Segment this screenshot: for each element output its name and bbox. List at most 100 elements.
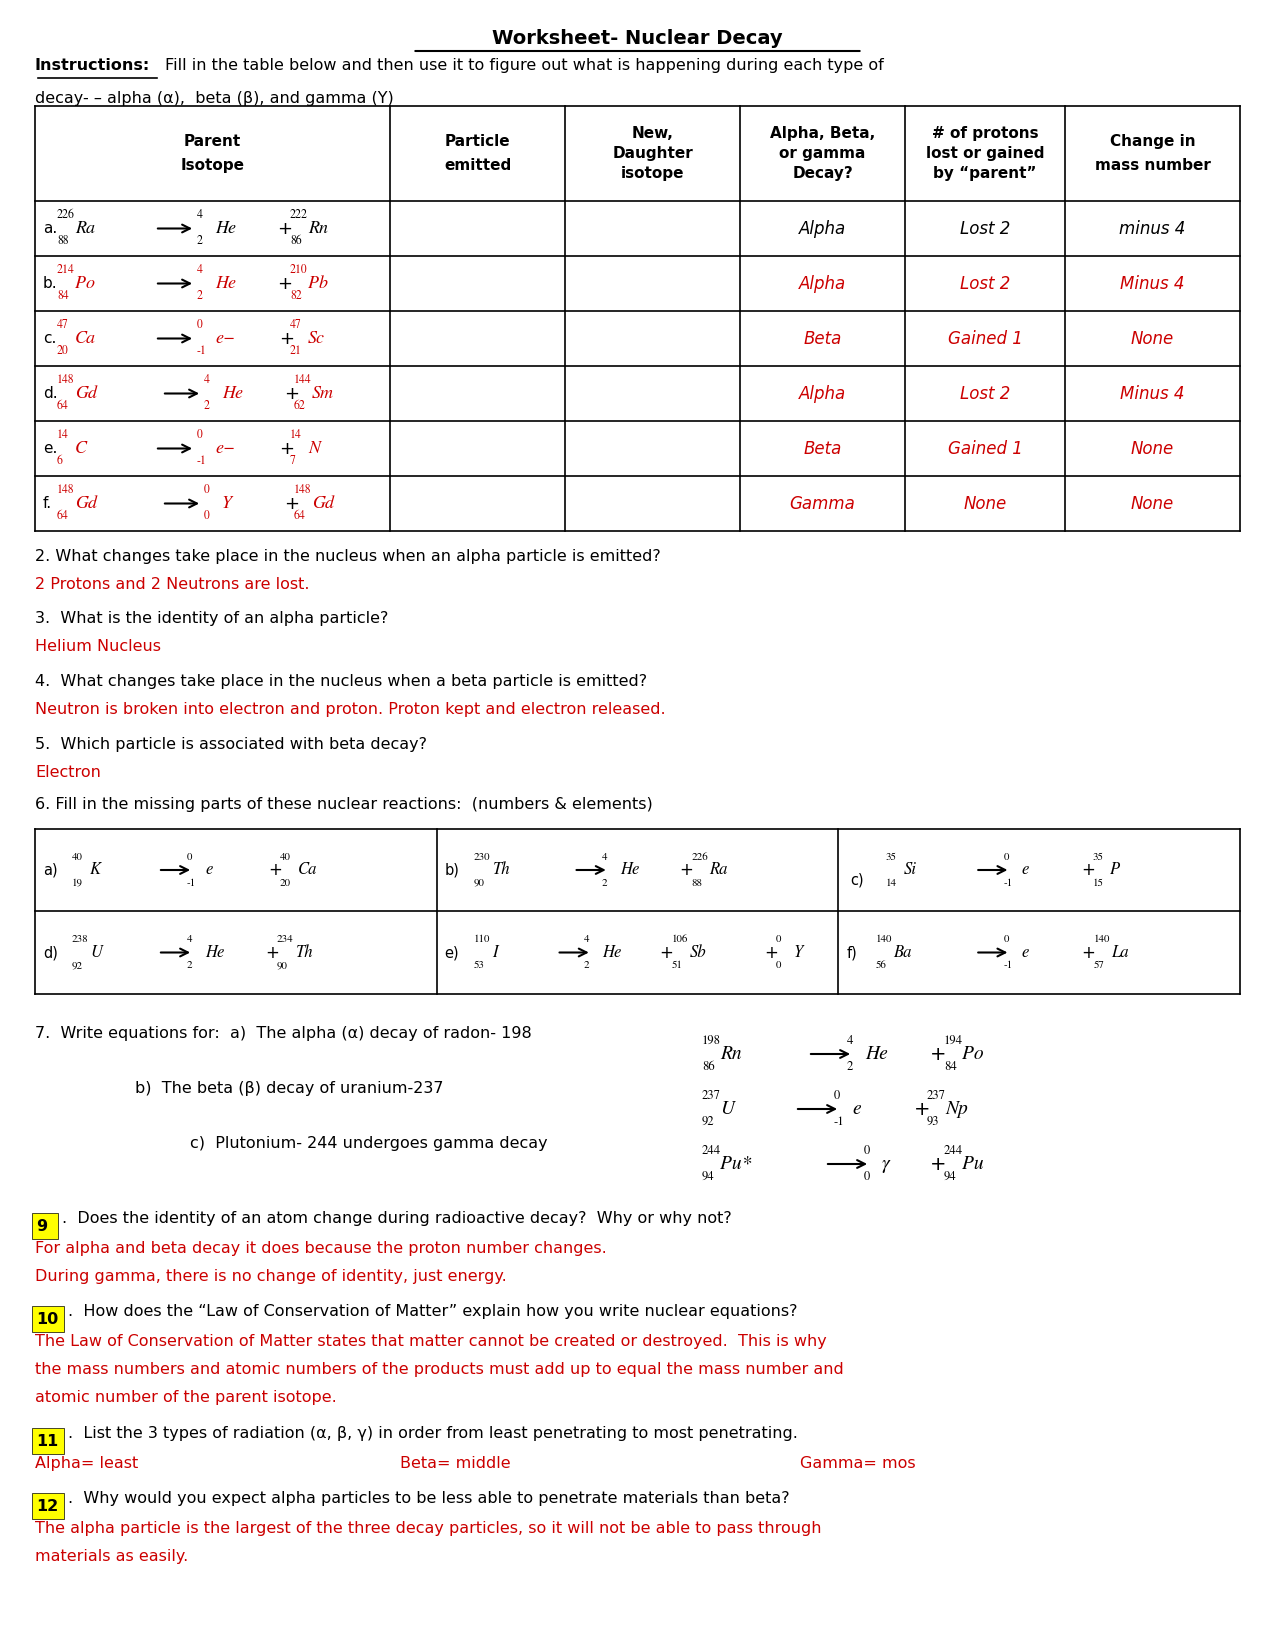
Text: 51: 51 (672, 961, 682, 971)
Text: 6. Fill in the missing parts of these nuclear reactions:  (numbers & elements): 6. Fill in the missing parts of these nu… (34, 797, 653, 812)
Text: 40: 40 (280, 852, 291, 862)
Text: lost or gained: lost or gained (926, 145, 1044, 162)
Text: Po: Po (75, 276, 96, 292)
Text: Sm: Sm (312, 385, 334, 401)
Text: K: K (91, 862, 101, 878)
Text: +: + (1081, 862, 1095, 878)
Text: 53: 53 (474, 961, 484, 971)
Text: He: He (215, 276, 236, 292)
Text: 234: 234 (277, 934, 293, 944)
Text: Gamma: Gamma (789, 495, 856, 512)
Text: 19: 19 (71, 878, 83, 888)
Text: +: + (268, 862, 282, 878)
Text: 238: 238 (71, 934, 89, 944)
Text: Lost 2: Lost 2 (960, 385, 1010, 403)
Text: e: e (1021, 944, 1029, 961)
Text: 148: 148 (57, 485, 74, 497)
Text: a.: a. (43, 221, 57, 236)
Text: 2: 2 (847, 1062, 853, 1073)
Text: Helium Nucleus: Helium Nucleus (34, 639, 161, 654)
Text: 0: 0 (198, 320, 203, 332)
Text: 11: 11 (36, 1433, 59, 1448)
Text: 4: 4 (198, 264, 203, 276)
Text: 21: 21 (289, 345, 302, 357)
Text: 0: 0 (204, 510, 210, 522)
Text: +: + (659, 943, 673, 961)
Text: La: La (1112, 944, 1128, 961)
Text: -1: -1 (187, 878, 196, 888)
Text: +: + (265, 943, 279, 961)
Text: .  List the 3 types of radiation (α, β, γ) in order from least penetrating to mo: . List the 3 types of radiation (α, β, γ… (68, 1426, 798, 1441)
Text: None: None (1131, 495, 1174, 512)
Text: 94: 94 (944, 1171, 956, 1182)
Text: 86: 86 (289, 236, 302, 248)
Text: P: P (1111, 862, 1121, 878)
Text: 12: 12 (36, 1499, 59, 1514)
Text: 7.  Write equations for:  a)  The alpha (α) decay of radon- 198: 7. Write equations for: a) The alpha (α)… (34, 1025, 532, 1042)
Text: 20: 20 (57, 345, 69, 357)
Text: 47: 47 (289, 320, 302, 332)
Text: or gamma: or gamma (779, 145, 866, 162)
Text: e−: e− (215, 330, 235, 347)
Text: Pu: Pu (963, 1154, 983, 1174)
Text: Instructions:: Instructions: (34, 58, 150, 73)
Text: None: None (1131, 330, 1174, 347)
Text: -1: -1 (198, 456, 207, 467)
Text: 2: 2 (584, 961, 589, 971)
Text: 244: 244 (703, 1146, 722, 1157)
Text: Alpha: Alpha (799, 274, 847, 292)
Text: 0: 0 (864, 1171, 871, 1182)
Text: -1: -1 (1003, 961, 1012, 971)
Text: He: He (222, 385, 244, 401)
Text: d.: d. (43, 386, 57, 401)
Text: Beta= middle: Beta= middle (400, 1456, 510, 1471)
Text: Sb: Sb (690, 944, 706, 961)
Text: 4: 4 (198, 210, 203, 221)
Text: 92: 92 (703, 1116, 714, 1128)
Text: Beta: Beta (803, 439, 842, 457)
Text: isotope: isotope (621, 167, 685, 182)
Text: 10: 10 (36, 1311, 59, 1326)
Text: Pb: Pb (309, 276, 328, 292)
Text: 0: 0 (187, 852, 193, 862)
Text: 57: 57 (1094, 961, 1104, 971)
Text: +: + (765, 943, 779, 961)
Text: +: + (1081, 943, 1095, 961)
Text: Pu*: Pu* (720, 1154, 751, 1174)
Text: Minus 4: Minus 4 (1121, 274, 1184, 292)
Text: 4: 4 (584, 934, 589, 944)
Text: Gamma= mos: Gamma= mos (799, 1456, 915, 1471)
Text: 5.  Which particle is associated with beta decay?: 5. Which particle is associated with bet… (34, 736, 427, 751)
Text: +: + (914, 1100, 931, 1118)
Text: 2: 2 (187, 961, 193, 971)
Text: I: I (492, 944, 497, 961)
Text: +: + (929, 1045, 946, 1063)
Text: +: + (284, 495, 300, 512)
Text: e.: e. (43, 441, 57, 456)
Text: 9: 9 (36, 1218, 47, 1233)
Text: Alpha: Alpha (799, 220, 847, 238)
Text: d): d) (43, 944, 57, 959)
Text: 237: 237 (927, 1090, 946, 1101)
Text: 64: 64 (295, 510, 306, 522)
Text: 4: 4 (602, 852, 607, 862)
Text: γ: γ (882, 1154, 890, 1174)
Text: Rn: Rn (720, 1045, 742, 1063)
FancyBboxPatch shape (32, 1493, 64, 1519)
Text: 226: 226 (57, 210, 75, 221)
Text: 214: 214 (57, 264, 75, 276)
Text: N: N (309, 441, 320, 457)
Text: None: None (1131, 439, 1174, 457)
Text: 2: 2 (198, 291, 203, 302)
Text: 40: 40 (71, 852, 83, 862)
Text: 0: 0 (1003, 934, 1009, 944)
Text: Rn: Rn (309, 220, 328, 236)
Text: Po: Po (963, 1045, 983, 1063)
Text: 210: 210 (289, 264, 307, 276)
Text: +: + (279, 439, 295, 457)
Text: materials as easily.: materials as easily. (34, 1549, 189, 1563)
Text: Ra: Ra (710, 862, 728, 878)
Text: Parent: Parent (184, 134, 241, 149)
Text: decay- – alpha (α),  beta (β), and gamma (Y): decay- – alpha (α), beta (β), and gamma … (34, 91, 394, 106)
Text: -1: -1 (198, 345, 207, 357)
